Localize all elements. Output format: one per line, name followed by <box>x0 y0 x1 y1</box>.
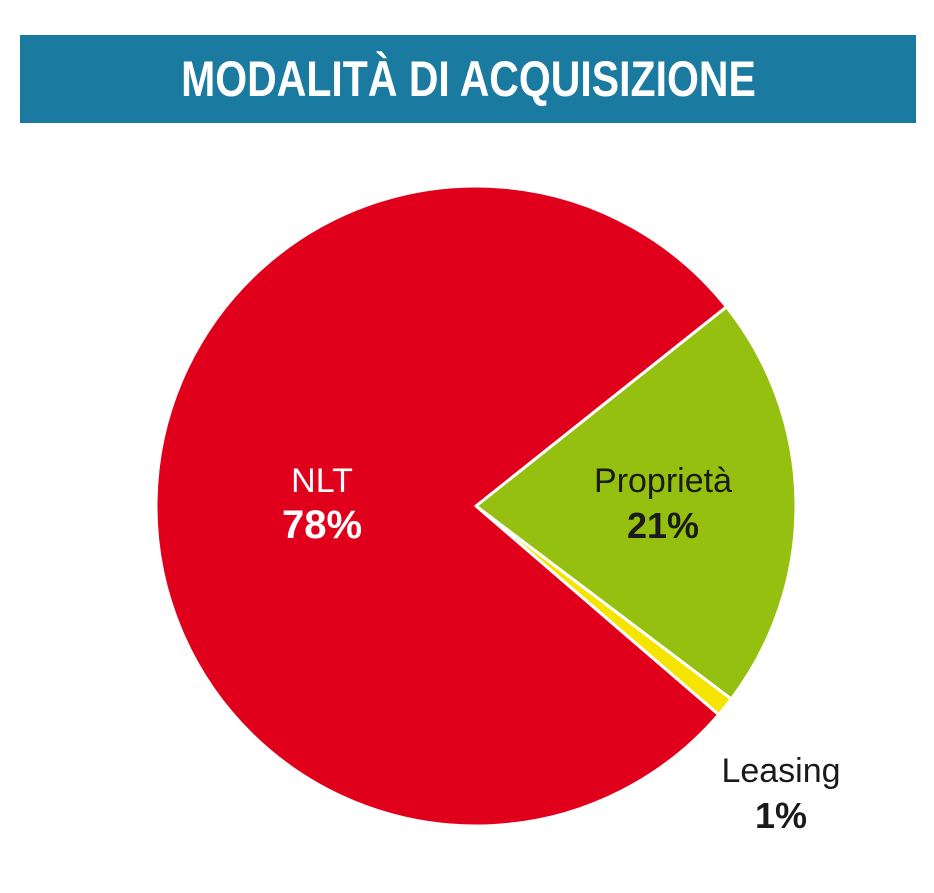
slice-value-leasing: 1% <box>755 795 807 836</box>
slice-label-nlt: NLT <box>291 462 353 500</box>
slice-label-leasing: Leasing <box>721 752 840 790</box>
title-bar: MODALITÀ DI ACQUISIZIONE <box>20 35 916 123</box>
pie-slice-propriet- <box>474 305 798 701</box>
slice-value-nlt: 78% <box>282 503 362 547</box>
slice-label-propriet-: Proprietà <box>594 462 732 500</box>
chart-title: MODALITÀ DI ACQUISIZIONE <box>180 51 756 107</box>
slice-value-propriet-: 21% <box>627 505 699 546</box>
pie-slice-nlt <box>154 184 728 828</box>
